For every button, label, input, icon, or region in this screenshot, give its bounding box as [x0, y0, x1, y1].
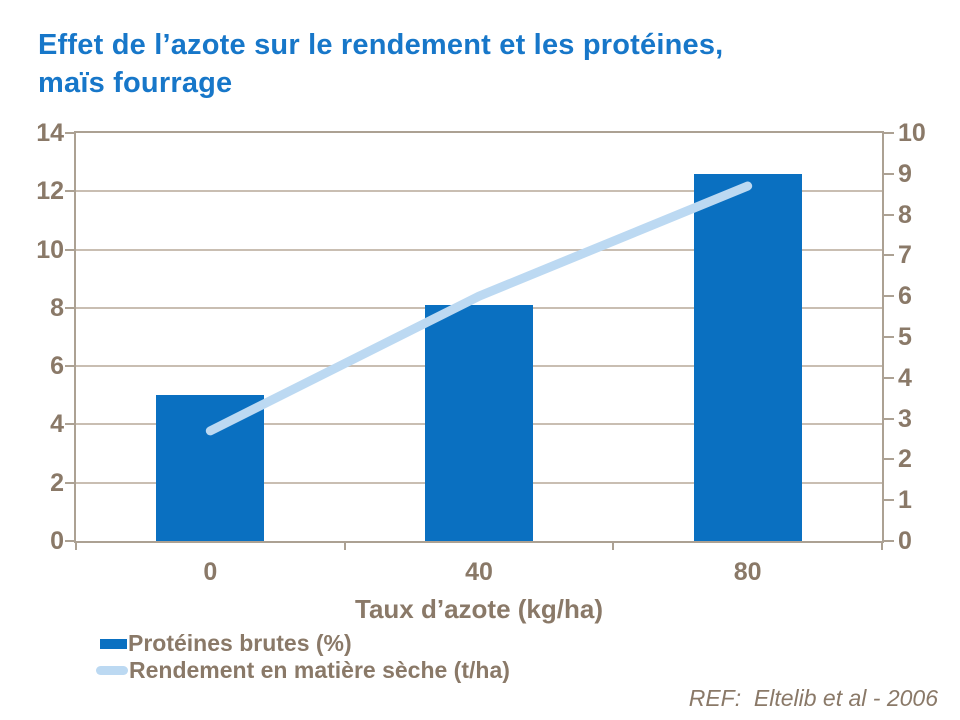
legend: Protéines brutes (%) Rendement en matièr…: [96, 630, 510, 684]
x-axis-tick: [612, 541, 615, 550]
y-axis-right-tick: [884, 132, 894, 134]
legend-item-rendement: Rendement en matière sèche (t/ha): [96, 657, 510, 684]
y-axis-right-tick: [884, 172, 894, 175]
y-axis-right-tick: [884, 295, 894, 298]
y-axis-left-label: 12: [36, 177, 64, 206]
x-axis-label: 0: [203, 558, 218, 586]
y-axis-left-tick: [65, 306, 75, 309]
x-axis-label: 80: [733, 558, 762, 586]
y-axis-right-tick: [884, 417, 894, 420]
x-axis-label: 40: [465, 558, 493, 586]
y-axis-right-tick: [884, 540, 894, 542]
y-axis-right-label: 9: [898, 159, 912, 188]
y-axis-right-label: 1: [898, 486, 912, 515]
y-axis-right-label: 8: [898, 200, 912, 229]
x-axis-tick: [881, 541, 883, 550]
legend-label-proteines: Protéines brutes (%): [128, 630, 352, 656]
y-axis-left-tick: [65, 248, 75, 251]
y-axis-right-tick: [884, 254, 894, 257]
y-axis-left-label: 10: [36, 235, 64, 264]
y-axis-right-label: 7: [898, 241, 912, 270]
y-axis-right-tick: [884, 376, 894, 379]
bar-80: [693, 173, 802, 541]
y-axis-right-label: 3: [898, 404, 912, 433]
y-axis-left-label: 0: [50, 527, 64, 555]
bar-series-swatch-icon: [100, 638, 127, 649]
line-series-swatch-icon: [96, 666, 128, 675]
y-axis-right-label: 6: [898, 282, 912, 311]
x-axis-tick: [343, 541, 346, 550]
y-axis-left-label: 2: [50, 468, 64, 497]
plot-area: [74, 131, 884, 543]
y-axis-right-tick: [884, 499, 894, 502]
y-axis-left-label: 6: [50, 352, 64, 381]
reference-citation: REF: Eltelib et al - 2006: [688, 685, 938, 711]
y-axis-left-tick: [65, 132, 75, 134]
bar-40: [425, 304, 533, 541]
y-axis-left-tick: [65, 365, 75, 368]
y-axis-left-tick: [65, 481, 75, 484]
y-axis-right-label: 5: [898, 323, 912, 351]
y-axis-right-label: 2: [898, 445, 912, 474]
y-axis-left-label: 14: [36, 119, 64, 147]
y-axis-right-label: 10: [898, 119, 926, 147]
y-axis-right-tick: [884, 458, 894, 461]
bar-0: [156, 395, 265, 541]
y-axis-left-label: 4: [50, 410, 64, 439]
y-axis-left-tick: [65, 540, 75, 542]
y-axis-right-tick: [884, 336, 894, 338]
legend-item-proteines: Protéines brutes (%): [96, 630, 510, 657]
y-axis-right-tick: [884, 213, 894, 216]
x-axis-tick: [75, 541, 77, 550]
y-axis-left-tick: [65, 190, 75, 193]
x-axis-title: Taux d’azote (kg/ha): [355, 594, 603, 624]
y-axis-right-label: 4: [898, 363, 912, 392]
y-axis-left-label: 8: [50, 293, 64, 322]
legend-label-rendement: Rendement en matière sèche (t/ha): [129, 657, 510, 683]
chart-title: Effet de l’azote sur le rendement et les…: [38, 29, 724, 99]
y-axis-left-tick: [65, 423, 75, 426]
y-axis-right-label: 0: [898, 527, 912, 555]
